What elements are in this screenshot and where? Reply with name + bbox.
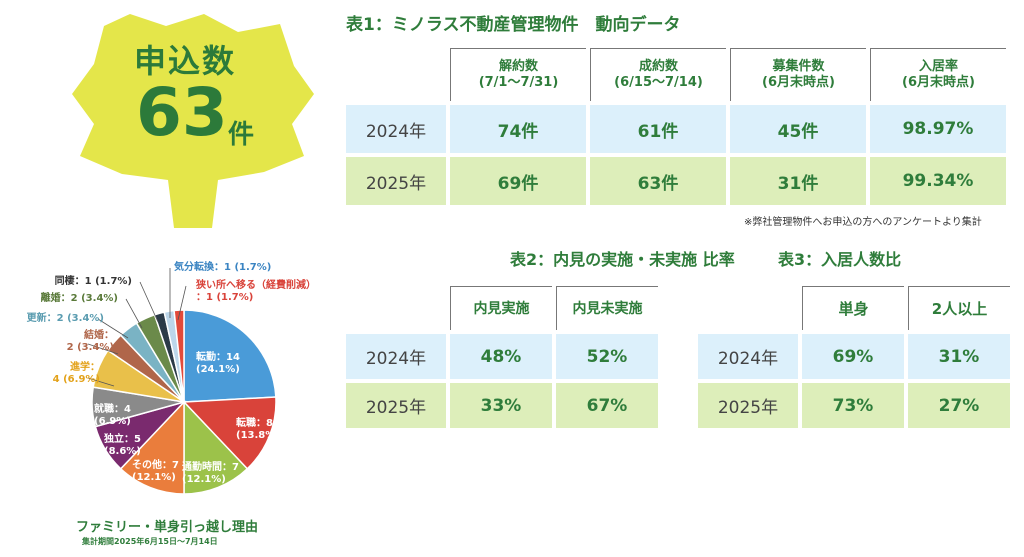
table3-corner	[698, 286, 798, 330]
table3-header-multiple: 2人以上	[908, 286, 1010, 330]
pie-slice-label-3: その他：7 (12.1%)	[132, 460, 179, 483]
table2-cell: 52%	[556, 334, 658, 379]
pie-slice-label-4: 独立：5 (8.6%)	[104, 434, 141, 457]
table1-corner	[346, 48, 446, 101]
table3-header-single: 単身	[802, 286, 904, 330]
table2-title: 表2：内見の実施・未実施 比率	[510, 250, 735, 269]
table1-row-year: 2024年	[346, 105, 446, 153]
pie-leader-line-6	[87, 377, 115, 387]
table1: 解約数 (7/1〜7/31) 成約数 (6/15〜7/14) 募集件数 (6月末時点)…	[342, 44, 1010, 209]
pie-slice-1	[182, 396, 277, 470]
pie-leader-line-8	[97, 318, 129, 339]
table1-cell: 99.34%	[870, 157, 1006, 205]
pie-leader-line-9	[125, 298, 143, 329]
pie-period: 集計期間2025年6月15日〜7月14日	[82, 537, 218, 546]
table1-cell: 74件	[450, 105, 586, 153]
pie-leader-line-10	[139, 281, 159, 323]
pie-slice-0	[183, 309, 277, 403]
moving-reasons-pie-chart	[87, 268, 277, 495]
table2-cell: 48%	[450, 334, 552, 379]
table3-row-year: 2024年	[698, 334, 798, 379]
table2-header-not-viewed: 内見未実施	[556, 286, 658, 330]
pie-slice-3	[119, 400, 185, 495]
application-count-badge: 申込数 63 件	[68, 6, 318, 231]
table1-cell: 61件	[590, 105, 726, 153]
badge-number: 63	[136, 74, 228, 151]
pie-slice-label-10: 同棲：1 (1.7%)	[54, 276, 132, 287]
pie-slice-label-12: 狭い所へ移る（経費削減） ：1 (1.7%)	[196, 280, 316, 303]
pie-slice-label-6: 進学： 4 (6.9%)	[52, 362, 100, 385]
pie-slice-label-7: 結婚： 2 (3.4%)	[66, 330, 114, 353]
table1-cell: 69件	[450, 157, 586, 205]
table3-title: 表3：入居人数比	[778, 250, 902, 269]
pie-leader-line-12	[177, 285, 187, 321]
pie-leader-line-7	[87, 343, 119, 355]
table3: 単身 2人以上 2024年 69% 31% 2025年 73% 27%	[694, 282, 1014, 432]
table1-cell: 31件	[730, 157, 866, 205]
table1-title: 表1：ミノラス不動産管理物件 動向データ	[346, 15, 681, 35]
badge-label: 申込数	[134, 42, 237, 80]
pie-caption: ファミリー・単身引っ越し理由	[76, 520, 259, 535]
pie-slice-label-8: 更新：2 (3.4%)	[26, 313, 104, 324]
table1-row-year: 2025年	[346, 157, 446, 205]
table1-cell: 63件	[590, 157, 726, 205]
badge-shape	[72, 14, 314, 228]
table2-row-year: 2025年	[346, 383, 446, 428]
table1-header-occupancy: 入居率 (6月末時点)	[870, 48, 1006, 101]
table3-cell: 31%	[908, 334, 1010, 379]
pie-slice-label-9: 離婚：2 (3.4%)	[40, 293, 118, 304]
table2-row-year: 2024年	[346, 334, 446, 379]
pie-slice-label-5: 就職：4 (6.9%)	[94, 404, 131, 427]
table2-cell: 67%	[556, 383, 658, 428]
table1-header-contracts: 成約数 (6/15〜7/14)	[590, 48, 726, 101]
table1-cell: 45件	[730, 105, 866, 153]
badge-unit: 件	[228, 120, 255, 150]
table2-header-viewed: 内見実施	[450, 286, 552, 330]
table1-note: ※弊社管理物件へお申込の方へのアンケートより集計	[744, 217, 982, 228]
table1-header-vacancies: 募集件数 (6月末時点)	[730, 48, 866, 101]
table2-corner	[346, 286, 446, 330]
table3-cell: 73%	[802, 383, 904, 428]
table3-cell: 27%	[908, 383, 1010, 428]
pie-slice-label-2: 通勤時間：7 (12.1%)	[182, 462, 239, 485]
pie-slice-label-11: 気分転換：1 (1.7%)	[174, 262, 272, 273]
table3-cell: 69%	[802, 334, 904, 379]
table1-header-cancellations: 解約数 (7/1〜7/31)	[450, 48, 586, 101]
table2-cell: 33%	[450, 383, 552, 428]
table1-cell: 98.97%	[870, 105, 1006, 153]
pie-slice-label-1: 転職：8 (13.8%)	[236, 418, 280, 441]
table2: 内見実施 内見未実施 2024年 48% 52% 2025年 33% 67%	[342, 282, 662, 432]
pie-slice-12	[173, 309, 185, 403]
pie-slice-label-0: 転勤：14 (24.1%)	[196, 352, 240, 375]
table3-row-year: 2025年	[698, 383, 798, 428]
pie-slice-2	[183, 400, 249, 495]
